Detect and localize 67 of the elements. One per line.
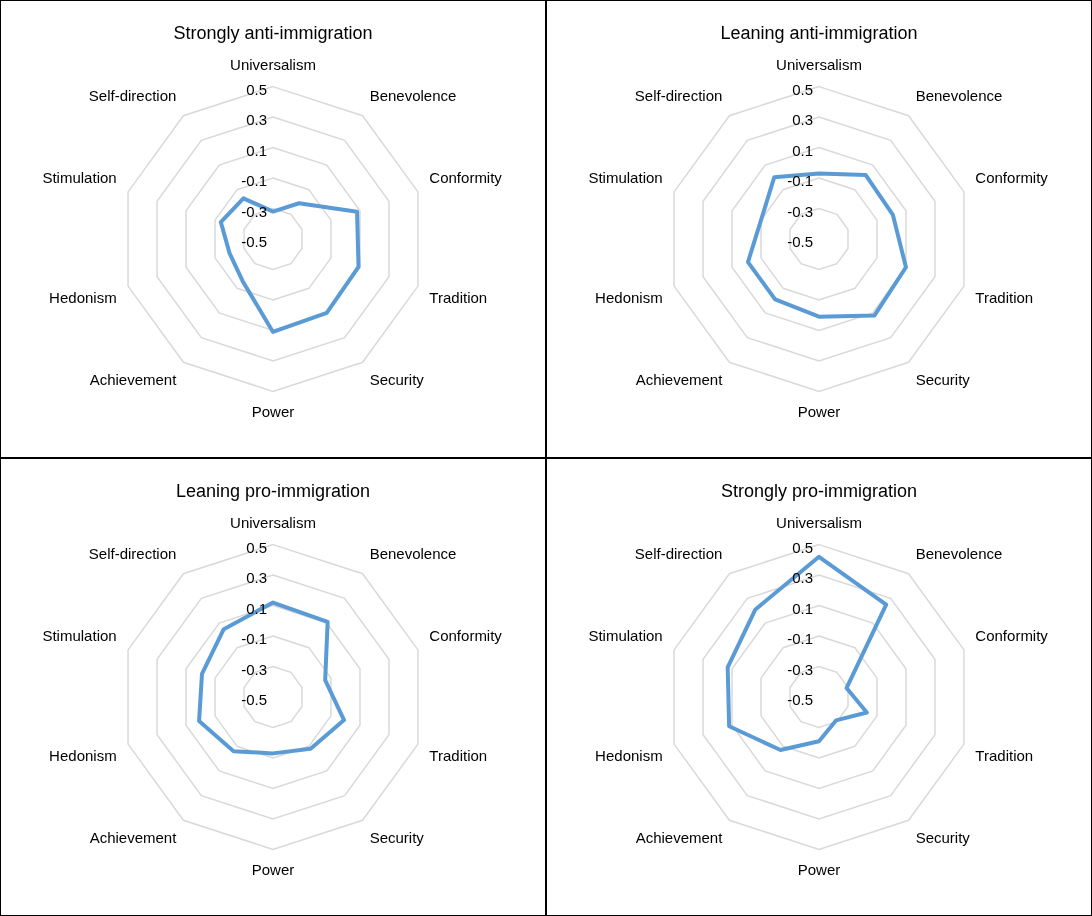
y-tick-label: 0.5 bbox=[246, 538, 267, 556]
chart-title: Strongly anti-immigration bbox=[173, 22, 373, 43]
spoke-label: Achievement bbox=[89, 371, 178, 389]
spoke-label: Stimulation bbox=[588, 627, 663, 645]
spoke-label: Universalism bbox=[230, 513, 316, 531]
spoke-label: Power bbox=[251, 402, 295, 420]
y-tick-label: 0.5 bbox=[792, 80, 813, 98]
spoke-label: Stimulation bbox=[588, 169, 663, 187]
chart-title: Leaning anti-immigration bbox=[720, 22, 918, 43]
y-tick-label: 0.1 bbox=[792, 599, 813, 617]
spoke-label: Security bbox=[915, 371, 971, 389]
spoke-label: Hedonism bbox=[595, 288, 663, 306]
y-tick-label: -0.5 bbox=[241, 691, 267, 709]
spoke-label: Stimulation bbox=[42, 627, 117, 645]
spoke-label: Benevolence bbox=[369, 87, 457, 105]
y-tick-label: 0.5 bbox=[792, 538, 813, 556]
y-tick-label: -0.3 bbox=[787, 660, 813, 678]
spoke-label: Self-direction bbox=[634, 545, 723, 563]
spoke-label: Conformity bbox=[975, 169, 1049, 187]
spoke-label: Achievement bbox=[635, 829, 724, 847]
y-tick-label: -0.1 bbox=[241, 172, 267, 190]
y-tick-label: -0.3 bbox=[241, 660, 267, 678]
y-tick-label: -0.3 bbox=[787, 202, 813, 220]
spoke-label: Universalism bbox=[776, 55, 862, 73]
spoke-label: Security bbox=[369, 829, 425, 847]
spoke-label: Tradition bbox=[429, 288, 488, 306]
spoke-label: Conformity bbox=[975, 627, 1049, 645]
spoke-label: Hedonism bbox=[49, 746, 117, 764]
spoke-label: Stimulation bbox=[42, 169, 117, 187]
y-tick-label: -0.3 bbox=[241, 202, 267, 220]
spoke-label: Self-direction bbox=[88, 87, 177, 105]
spoke-label: Universalism bbox=[230, 55, 316, 73]
y-tick-label: 0.1 bbox=[792, 141, 813, 159]
spoke-label: Benevolence bbox=[915, 545, 1003, 563]
spoke-label: Power bbox=[797, 860, 841, 878]
spoke-label: Conformity bbox=[429, 627, 503, 645]
spoke-label: Universalism bbox=[776, 513, 862, 531]
y-tick-label: -0.1 bbox=[787, 172, 813, 190]
y-tick-label: -0.5 bbox=[787, 233, 813, 251]
y-tick-label: 0.3 bbox=[792, 569, 813, 587]
y-tick-label: -0.1 bbox=[241, 630, 267, 648]
spoke-label: Power bbox=[251, 860, 295, 878]
y-tick-label: 0.3 bbox=[792, 111, 813, 129]
spoke-label: Achievement bbox=[89, 829, 178, 847]
y-tick-label: -0.5 bbox=[241, 233, 267, 251]
spoke-label: Power bbox=[797, 402, 841, 420]
spoke-label: Security bbox=[915, 829, 971, 847]
y-tick-label: 0.3 bbox=[246, 111, 267, 129]
spoke-label: Benevolence bbox=[915, 87, 1003, 105]
spoke-label: Tradition bbox=[975, 288, 1034, 306]
spoke-label: Self-direction bbox=[634, 87, 723, 105]
chart-title: Leaning pro-immigration bbox=[175, 480, 371, 501]
spoke-label: Self-direction bbox=[88, 545, 177, 563]
y-tick-label: 0.3 bbox=[246, 569, 267, 587]
spoke-label: Hedonism bbox=[595, 746, 663, 764]
spoke-label: Benevolence bbox=[369, 545, 457, 563]
spoke-label: Hedonism bbox=[49, 288, 117, 306]
y-tick-label: -0.1 bbox=[787, 630, 813, 648]
y-tick-label: 0.1 bbox=[246, 141, 267, 159]
spoke-label: Security bbox=[369, 371, 425, 389]
spoke-label: Conformity bbox=[429, 169, 503, 187]
spoke-label: Tradition bbox=[975, 746, 1034, 764]
y-tick-label: 0.5 bbox=[246, 80, 267, 98]
chart-title: Strongly pro-immigration bbox=[720, 480, 918, 501]
spoke-label: Achievement bbox=[635, 371, 724, 389]
spoke-label: Tradition bbox=[429, 746, 488, 764]
y-tick-label: -0.5 bbox=[787, 691, 813, 709]
